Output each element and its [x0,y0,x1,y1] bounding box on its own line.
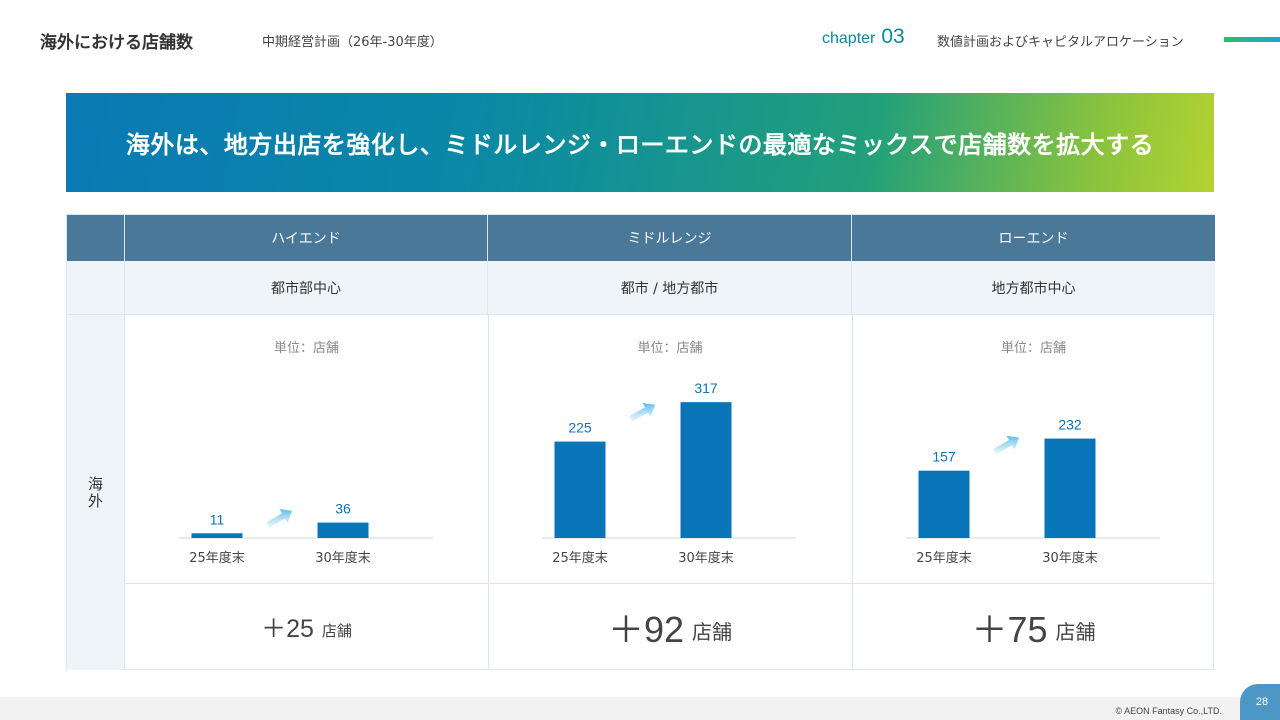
header-corner-cell [67,215,125,261]
trend-arrow-icon [629,402,656,422]
unit-label: 単位：店舗 [1000,341,1066,356]
increase-value: ＋92 [607,609,685,650]
data-label: 225 [568,420,592,436]
trend-arrow-icon [266,509,293,528]
section-title: 数値計画およびキャピタルアロケーション [937,35,1184,50]
chart-panel-low-end: 単位：店舗 157 25年度末 232 30年度末 [852,315,1215,583]
tick-label: 30年度末 [678,550,734,566]
chapter-word: chapter [822,30,876,47]
column-header-low-end: ローエンド [852,215,1215,261]
bar [1044,438,1096,538]
tick-label: 30年度末 [315,550,371,566]
copyright-text: © AEON Fantasy Co.,LTD. [1115,706,1223,716]
unit-label: 単位：店舗 [637,341,703,356]
chapter-label: chapter 03 [822,25,905,49]
subheader-middle-range: 都市 / 地方都市 [488,261,852,315]
bar [554,441,606,538]
store-table: ハイエンド ミドルレンジ ローエンド 都市部中心 都市 / 地方都市 地方都市中… [66,214,1215,670]
data-label: 232 [1058,417,1082,433]
headline-text: 海外は、地方出店を強化し、ミドルレンジ・ローエンドの最適なミックスで店舗数を拡大… [125,131,1155,159]
increase-middle-range: ＋92 店舗 [488,584,852,670]
bar [191,533,243,538]
tick-label: 25年度末 [916,550,972,566]
tick-label: 30年度末 [1042,550,1098,566]
tick-label: 25年度末 [189,550,245,566]
data-label: 11 [210,511,225,527]
page-title: 海外における店舗数 [40,33,193,53]
data-label: 36 [335,501,351,517]
column-divider [488,315,489,670]
bar-chart-middle-range: 225 25年度末 317 30年度末 [542,380,796,566]
increase-suffix: 店舗 [321,621,352,640]
increase-high-end: ＋25 店舗 [125,584,488,670]
column-divider [852,315,853,670]
trend-arrow-icon [993,435,1020,455]
subheader-high-end: 都市部中心 [125,261,488,315]
chart-panel-middle-range: 単位：店舗 225 25年度末 317 30年度末 [488,315,852,583]
row-label: 海外 [86,475,104,510]
unit-label: 単位：店舗 [273,341,339,356]
bar-chart-low-end: 157 25年度末 232 30年度末 [906,417,1160,566]
row-divider [125,583,1215,584]
column-header-high-end: ハイエンド [125,215,488,261]
increase-low-end: ＋75 店舗 [852,584,1215,670]
tick-label: 25年度末 [552,550,608,566]
increase-suffix: 店舗 [1055,619,1096,644]
increase-value: ＋75 [971,609,1048,650]
subheader-low-end: 地方都市中心 [852,261,1215,315]
header-accent-bar [1224,37,1280,42]
page-number-badge: 28 [1240,684,1280,720]
increase-suffix: 店舗 [692,619,733,644]
increase-value: ＋25 [261,615,314,643]
chart-panel-high-end: 単位：店舗 11 25年度末 36 30年度末 [125,315,488,583]
footer-band [0,697,1280,720]
bar [918,470,970,538]
headline-banner: 海外は、地方出店を強化し、ミドルレンジ・ローエンドの最適なミックスで店舗数を拡大… [66,93,1214,192]
data-label: 157 [932,449,956,465]
subheader-corner-cell [67,261,125,315]
data-label: 317 [694,380,718,396]
chapter-number: 03 [881,25,905,48]
bar [680,402,732,538]
page-number: 28 [1255,696,1269,708]
bar-chart-high-end: 11 25年度末 36 30年度末 [179,501,433,566]
column-header-middle-range: ミドルレンジ [488,215,852,261]
row-label-cell: 海外 [67,315,125,670]
bar [317,522,369,538]
page-subtitle: 中期経営計画（26年-30年度） [262,35,443,50]
